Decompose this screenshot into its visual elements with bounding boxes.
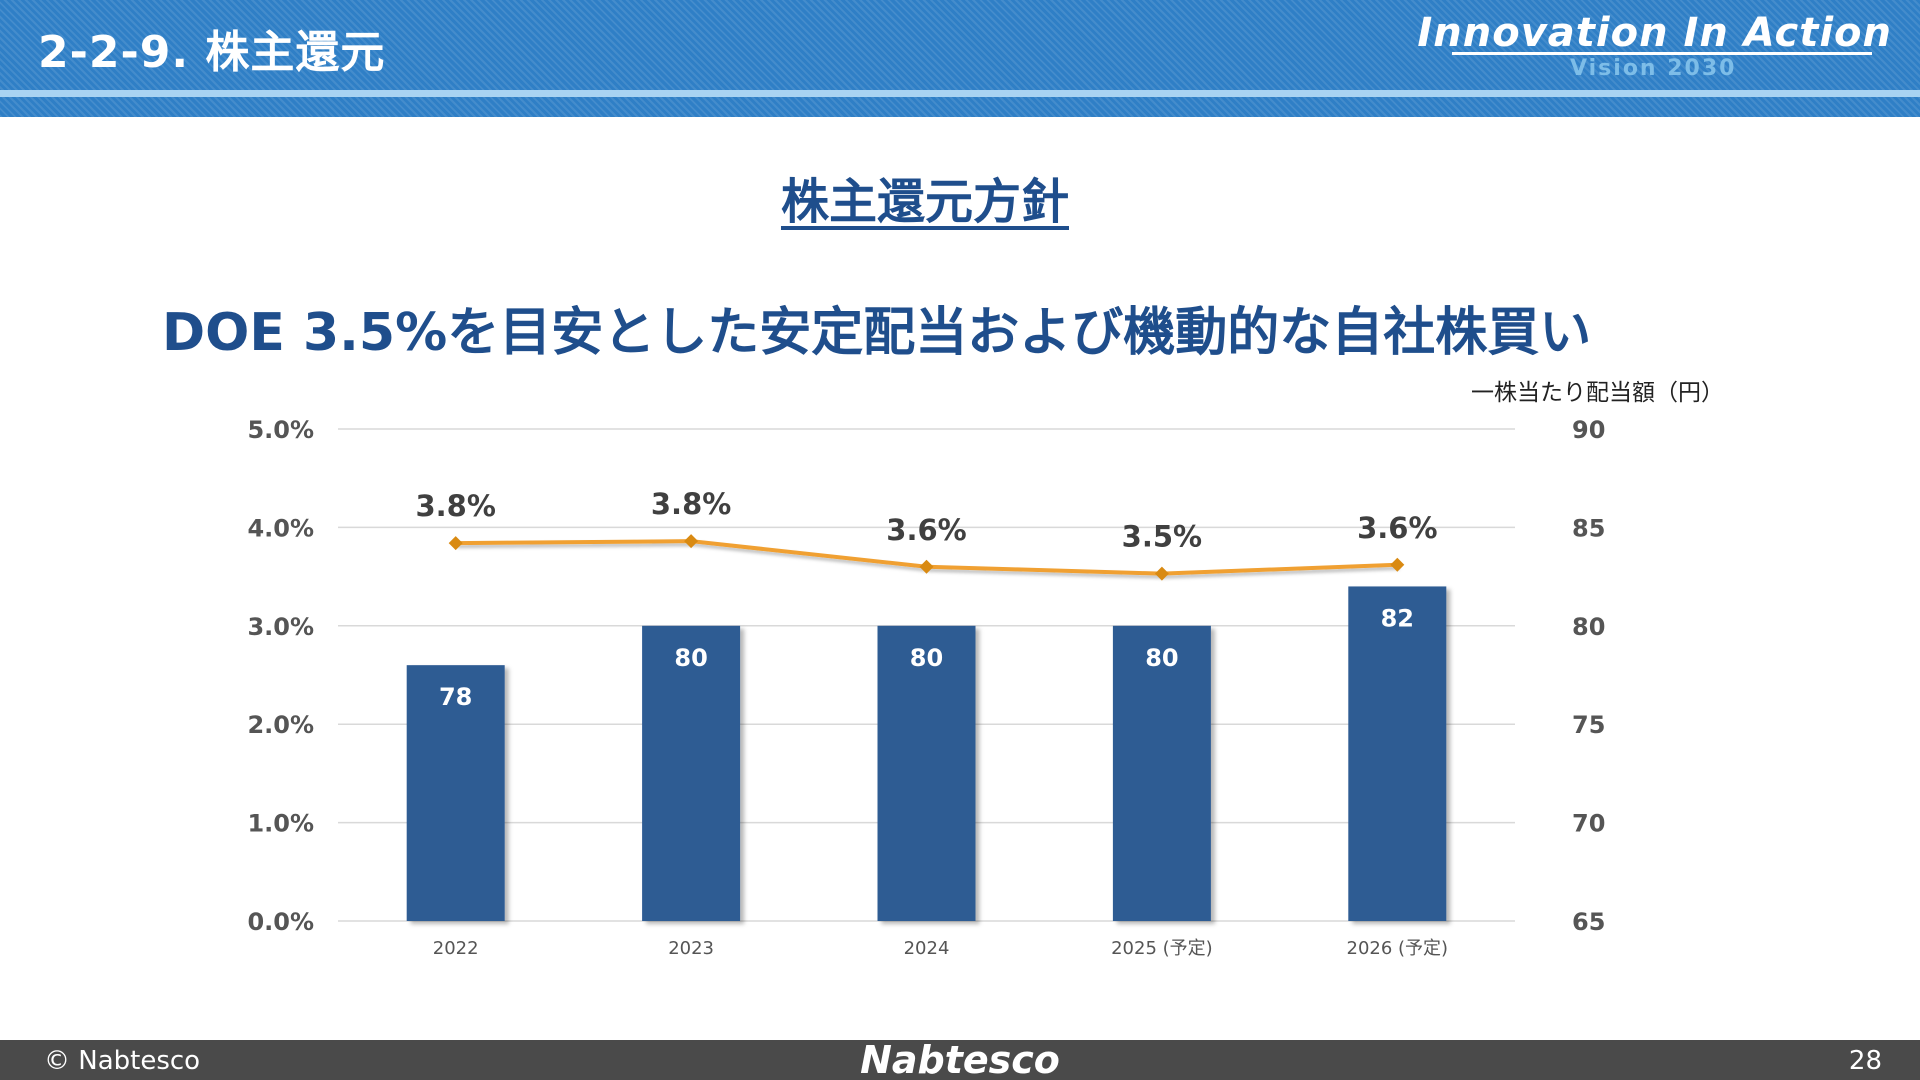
- x-tick-label: 2025 (予定): [1111, 938, 1213, 959]
- header-stripe: [0, 90, 1920, 97]
- y-left-tick-label: 4.0%: [247, 514, 314, 542]
- bar: [406, 665, 505, 921]
- y-right-tick-label: 75: [1572, 711, 1605, 739]
- y-left-tick-label: 2.0%: [247, 711, 314, 739]
- doe-data-label: 3.8%: [415, 489, 495, 523]
- bar: [1112, 625, 1211, 921]
- doe-point: [684, 534, 699, 549]
- y-right-tick-label: 65: [1572, 908, 1605, 936]
- dividend-chart: 0.0% 1.0% 2.0% 3.0% 4.0% 5.0% 65 70 75 80 85 90 2022…: [247, 380, 1724, 959]
- y-right-tick-label: 70: [1572, 810, 1605, 838]
- bar-data-label: 80: [910, 644, 943, 672]
- policy-heading: 株主還元方針: [780, 174, 1069, 230]
- bar-data-label: 78: [439, 683, 472, 711]
- footer-bar: Nabtesco © Nabtesco 28: [0, 1040, 1920, 1080]
- slide-title: 2-2-9. 株主還元: [38, 27, 386, 78]
- bar: [1348, 586, 1447, 921]
- brand-slogan-logo: Innovation In Action: [1417, 10, 1892, 56]
- doe-data-label: 3.6%: [886, 513, 966, 547]
- copyright-text: © Nabtesco: [44, 1046, 201, 1076]
- x-tick-label: 2022: [433, 938, 479, 959]
- bar-data-label: 80: [1145, 644, 1178, 672]
- doe-point: [919, 559, 934, 574]
- doe-data-label: 3.6%: [1357, 511, 1437, 545]
- bar-data-label: 80: [674, 644, 707, 672]
- y-right-tick-label: 90: [1572, 416, 1605, 444]
- doe-point: [1390, 557, 1405, 572]
- policy-statement: DOE 3.5%を目安とした安定配当および機動的な自社株買い: [162, 303, 1592, 363]
- y-left-tick-label: 1.0%: [247, 810, 314, 838]
- brand-slogan-underline: [1452, 52, 1872, 55]
- bar-data-label: 82: [1381, 604, 1414, 632]
- doe-data-label: 3.5%: [1122, 520, 1202, 554]
- brand-vision-logo: Vision 2030: [1570, 56, 1737, 81]
- x-tick-label: 2024: [904, 938, 950, 959]
- doe-point: [448, 536, 463, 551]
- page-number: 28: [1848, 1046, 1882, 1076]
- header-bar: 2-2-9. 株主還元 Innovation In Action Vision …: [0, 0, 1920, 117]
- y-left-tick-label: 3.0%: [247, 613, 314, 641]
- right-axis-title: 一株当たり配当額（円）: [1471, 380, 1724, 406]
- bar: [642, 625, 741, 921]
- doe-data-label: 3.8%: [651, 487, 731, 521]
- y-right-tick-label: 80: [1572, 613, 1605, 641]
- bar: [877, 625, 976, 921]
- y-left-tick-label: 5.0%: [247, 416, 314, 444]
- y-left-tick-label: 0.0%: [247, 908, 314, 936]
- x-tick-label: 2026 (予定): [1347, 938, 1449, 959]
- x-tick-label: 2023: [668, 938, 714, 959]
- doe-point: [1154, 566, 1169, 581]
- y-right-tick-label: 85: [1572, 514, 1605, 542]
- footer-logo: Nabtesco: [860, 1038, 1060, 1080]
